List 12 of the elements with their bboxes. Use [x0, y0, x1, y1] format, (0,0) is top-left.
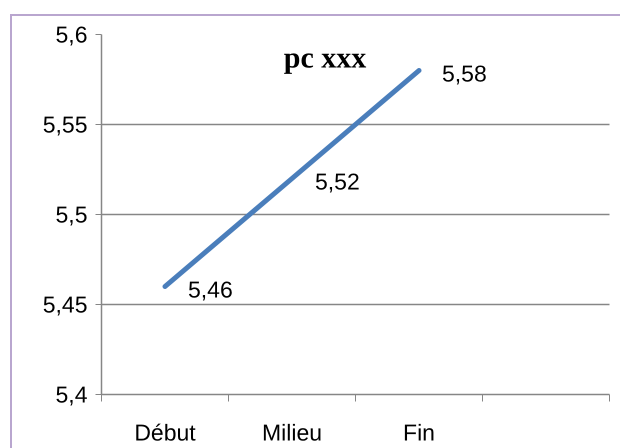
y-tick-label: 5,45: [42, 292, 88, 318]
x-tick-label: Fin: [403, 420, 435, 446]
y-tick-label: 5,55: [42, 112, 88, 138]
y-tick-label: 5,6: [56, 22, 88, 48]
chart-title: pc xxx: [284, 41, 366, 74]
data-label: 5,46: [188, 276, 233, 302]
data-label: 5,58: [442, 60, 487, 86]
x-tick-label: Milieu: [262, 420, 322, 446]
x-tick-label: Début: [134, 420, 196, 446]
data-label: 5,52: [315, 168, 360, 194]
y-tick-label: 5,5: [56, 202, 88, 228]
y-tick-label: 5,4: [56, 382, 88, 408]
